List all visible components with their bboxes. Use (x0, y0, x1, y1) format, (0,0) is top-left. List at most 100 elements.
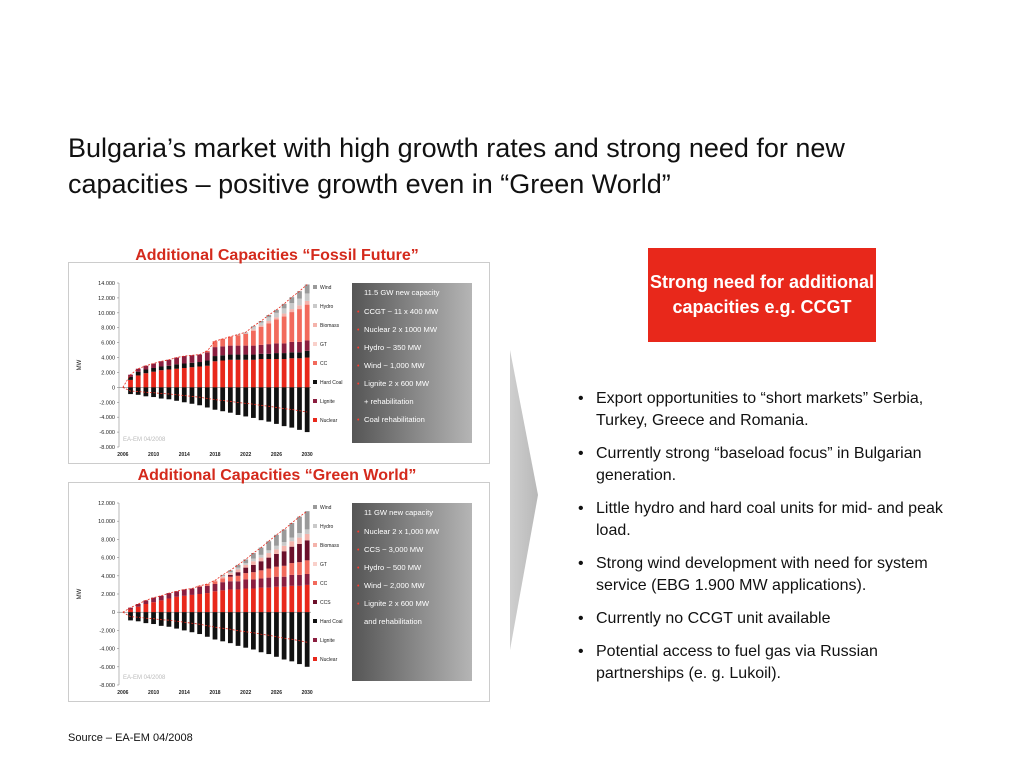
annotation-box (352, 503, 472, 681)
bar-negative (258, 612, 264, 653)
y-tick-label: 10.000 (98, 311, 115, 317)
annotation-box (352, 283, 472, 443)
bar-segment (204, 360, 210, 366)
bar-segment (274, 343, 279, 354)
annotation-bullet: • (357, 583, 360, 590)
bar-segment (266, 323, 272, 345)
annotation-text: and rehabilitation (364, 617, 422, 626)
annotation-bullet: • (357, 309, 360, 316)
bar-segment (197, 585, 203, 587)
bar-segment (128, 379, 133, 388)
bar-segment (258, 325, 264, 327)
bar-segment (181, 367, 187, 388)
y-tick-label: 14.000 (98, 281, 115, 287)
annotation-text: Wind ~ 2,000 MW (364, 581, 425, 590)
bar-segment (220, 338, 226, 347)
bar-segment (304, 304, 310, 341)
bar-segment (135, 375, 141, 388)
y-tick-label: -4.000 (99, 647, 115, 653)
bar-segment (235, 334, 241, 336)
bar-segment (266, 577, 272, 588)
bar-segment (189, 367, 195, 388)
bar-segment (266, 353, 272, 360)
bar-segment (243, 332, 249, 334)
bar-segment (281, 316, 287, 344)
bar-segment (289, 297, 295, 304)
legend-label: GT (320, 562, 327, 568)
bar-segment (297, 291, 302, 299)
legend-label: Nuclear (320, 418, 338, 424)
bar-segment (251, 558, 256, 562)
bar-negative (174, 612, 179, 629)
bullet-item: Strong wind development with need for sy… (576, 553, 956, 597)
bar-segment (289, 309, 295, 313)
x-tick-label: 2026 (271, 690, 282, 696)
bar-segment (289, 312, 295, 342)
bar-segment (297, 537, 302, 544)
bar-segment (243, 345, 249, 355)
bar-negative (143, 387, 149, 397)
annotation-bullet: • (357, 327, 360, 334)
annotation-bullet: • (357, 565, 360, 572)
bar-segment (220, 360, 226, 388)
legend-label: CCS (320, 600, 331, 606)
bar-segment (258, 344, 264, 354)
bar-segment (128, 376, 133, 380)
x-tick-label: 2022 (240, 452, 251, 458)
bar-segment (197, 586, 203, 594)
annotation-text: Wind ~ 1,000 MW (364, 361, 425, 370)
bar-segment (297, 352, 302, 359)
bar-segment (297, 298, 302, 306)
annotation-bullet: • (357, 601, 360, 608)
bar-segment (212, 583, 218, 592)
bar-segment (189, 362, 195, 368)
bar-segment (143, 369, 149, 374)
x-tick-label: 2014 (179, 452, 190, 458)
bar-segment (220, 582, 226, 591)
bar-segment (128, 609, 133, 613)
bar-segment (258, 570, 264, 579)
bar-segment (258, 561, 264, 571)
legend-label: Hard Coal (320, 619, 343, 625)
bar-segment (235, 575, 241, 582)
bar-segment (304, 357, 310, 388)
legend-swatch (313, 323, 317, 327)
bar-segment (258, 326, 264, 345)
bar-segment (158, 600, 164, 613)
bullet-list: Export opportunities to “short markets” … (576, 388, 956, 696)
bar-segment (235, 359, 241, 388)
bar-segment (258, 359, 264, 388)
bullet-item: Potential access to fuel gas via Russian… (576, 641, 956, 685)
legend-swatch (313, 285, 317, 289)
bar-segment (243, 588, 249, 613)
bar-segment (227, 576, 233, 582)
bar-segment (166, 359, 172, 366)
bar-segment (274, 309, 279, 313)
bar-segment (266, 557, 272, 569)
x-tick-label: 2010 (148, 690, 159, 696)
bar-segment (227, 570, 233, 573)
bar-negative (220, 612, 226, 642)
bullet-item: Little hydro and hard coal units for mid… (576, 498, 956, 542)
bar-segment (266, 321, 272, 324)
bar-segment (297, 341, 302, 353)
bar-segment (304, 350, 310, 358)
bar-segment (151, 367, 156, 372)
annotation-text: Lignite 2 x 600 MW (364, 599, 430, 608)
bar-segment (143, 373, 149, 388)
legend-swatch (313, 399, 317, 403)
bar-segment (158, 361, 164, 367)
bar-negative (289, 612, 295, 662)
bullet-item: Currently strong “baseload focus” in Bul… (576, 443, 956, 487)
annotation-bullet: • (357, 381, 360, 388)
bar-segment (251, 326, 256, 330)
bar-segment (304, 540, 310, 561)
legend-swatch (313, 543, 317, 547)
bar-negative (258, 387, 264, 421)
bar-segment (258, 587, 264, 613)
bar-segment (258, 321, 264, 323)
bar-segment (289, 585, 295, 613)
legend-swatch (313, 361, 317, 365)
legend-swatch (313, 304, 317, 308)
y-tick-label: 8.000 (101, 537, 115, 543)
